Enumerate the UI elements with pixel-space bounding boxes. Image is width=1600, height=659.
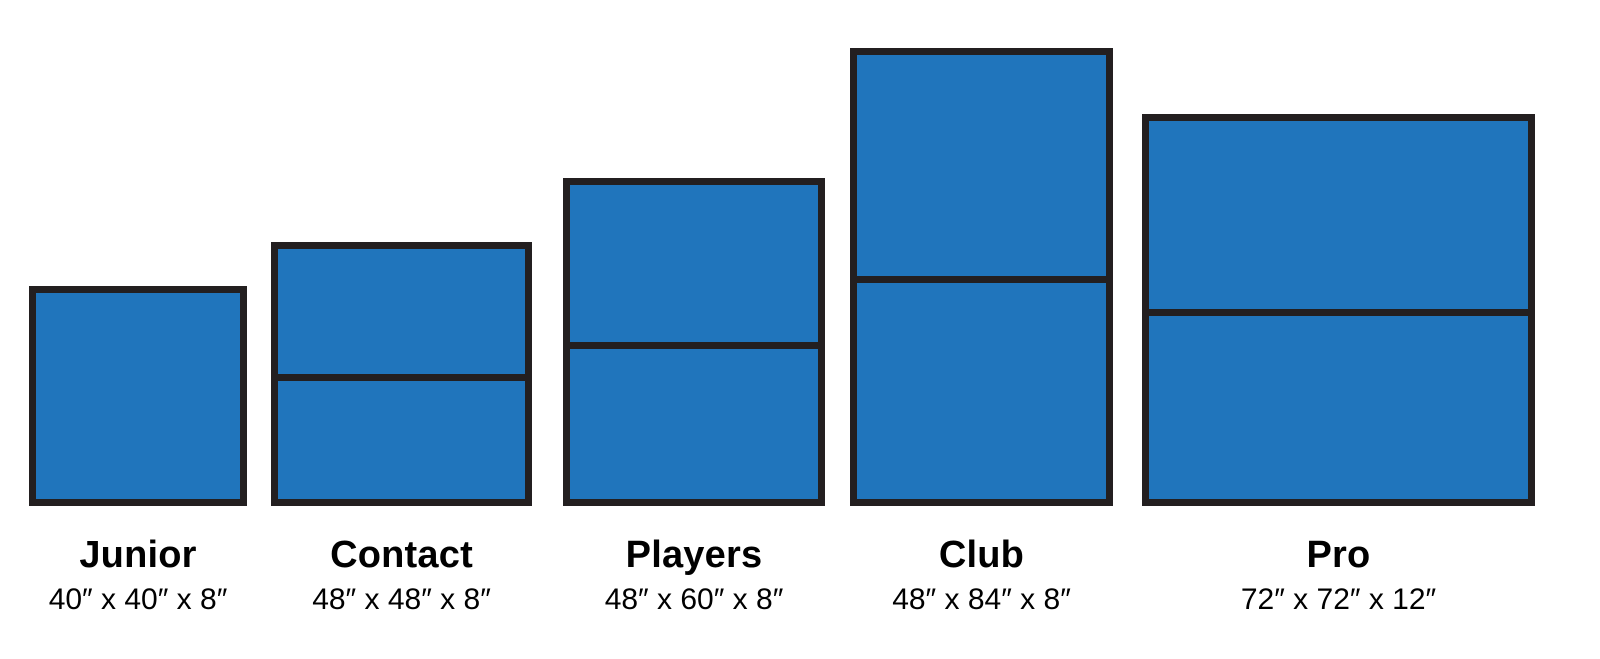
mat-split-line — [278, 374, 525, 381]
caption-pro: Pro 72″ x 72″ x 12″ — [1142, 530, 1535, 620]
mat-split-line — [570, 342, 818, 349]
product-name: Pro — [1306, 534, 1371, 576]
product-name: Club — [938, 534, 1025, 576]
caption-junior: Junior 40″ x 40″ x 8″ — [14, 530, 262, 620]
product-dimensions: 48″ x 48″ x 8″ — [312, 583, 491, 616]
caption-club: Club 48″ x 84″ x 8″ — [841, 530, 1122, 620]
mat-contact — [271, 242, 532, 506]
product-dimensions: 48″ x 60″ x 8″ — [604, 583, 784, 616]
caption-contact: Contact 48″ x 48″ x 8″ — [261, 530, 542, 620]
mat-players — [563, 178, 825, 506]
product-dimensions: 72″ x 72″ x 12″ — [1240, 583, 1437, 616]
mat-split-line — [857, 276, 1106, 283]
mat-pro — [1142, 114, 1535, 506]
product-dimensions: 48″ x 84″ x 8″ — [892, 583, 1071, 616]
caption-players: Players 48″ x 60″ x 8″ — [553, 530, 835, 620]
mat-club — [850, 48, 1113, 506]
product-name: Contact — [330, 534, 473, 576]
mat-split-line — [1149, 309, 1528, 316]
product-dimensions: 40″ x 40″ x 8″ — [48, 583, 228, 616]
product-name: Junior — [79, 534, 197, 576]
mat-junior — [29, 286, 247, 506]
product-name: Players — [625, 534, 763, 576]
